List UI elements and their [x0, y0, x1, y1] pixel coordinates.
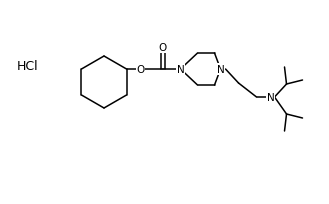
Text: N: N [266, 93, 274, 102]
Text: O: O [137, 65, 145, 75]
Text: HCl: HCl [17, 60, 39, 73]
Text: N: N [216, 65, 224, 75]
Text: O: O [158, 43, 167, 53]
Text: N: N [177, 65, 184, 75]
